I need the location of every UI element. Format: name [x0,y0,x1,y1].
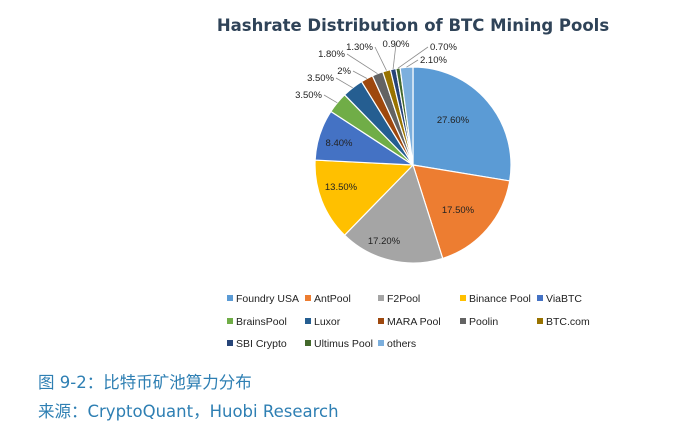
legend-label: Luxor [314,316,341,328]
slice-label-foundry-usa: 27.60% [437,115,470,126]
pie-slice-antpool [412,164,511,260]
legend-swatch [227,295,233,301]
slice-label-ultimus-pool: 0.70% [430,42,457,53]
slice-label-luxor: 3.50% [307,73,334,84]
pie-slice-binance-pool [314,159,415,237]
legend-item-ultimus-pool: Ultimus Pool [305,338,373,350]
legend-item-f2pool: F2Pool [378,293,420,305]
legend-item-others: others [378,338,416,350]
legend-item-sbi-crypto: SBI Crypto [227,338,287,350]
leader-line-btc-com [374,46,387,71]
leader-line-sbi-crypto [392,43,397,70]
legend-label: ViaBTC [546,293,582,305]
legend-label: Ultimus Pool [314,338,373,350]
slice-label-brainspool: 3.50% [295,90,322,101]
legend: Foundry USA AntPool F2Pool Binance Pool ViaB… [227,293,590,350]
legend-swatch [305,295,311,301]
leader-line-poolin [346,53,378,75]
legend-label: Binance Pool [469,293,531,305]
legend-swatch [227,318,233,324]
legend-label: others [387,338,416,350]
leader-line-luxor [335,77,353,89]
legend-item-luxor: Luxor [305,316,341,328]
legend-swatch [460,295,466,301]
slice-label-viabtc: 8.40% [326,138,353,149]
legend-swatch [537,295,543,301]
legend-item-brainspool: BrainsPool [227,316,287,328]
legend-label: MARA Pool [387,316,441,328]
leader-line-ultimus-pool [397,46,429,69]
pie-slices [314,66,512,264]
pie-chart: Hashrate Distribution of BTC Mining Pool… [217,16,610,350]
leader-line-mara-pool [352,70,368,79]
legend-item-binance-pool: Binance Pool [460,293,531,305]
legend-swatch [305,318,311,324]
legend-swatch [460,318,466,324]
legend-swatch [378,295,384,301]
pie-slice-foundry-usa [412,66,512,182]
slice-label-btc-com: 1.30% [346,42,373,53]
legend-swatch [378,318,384,324]
pie-slice-f2pool [343,163,444,264]
legend-item-foundry-usa: Foundry USA [227,293,299,305]
slice-label-poolin: 1.80% [318,49,345,60]
legend-label: BTC.com [546,316,590,328]
legend-swatch [537,318,543,324]
legend-label: Poolin [469,316,498,328]
slice-label-f2pool: 17.20% [368,236,401,247]
legend-label: BrainsPool [236,316,287,328]
legend-swatch [227,340,233,346]
legend-item-mara-pool: MARA Pool [378,316,441,328]
chart-title: Hashrate Distribution of BTC Mining Pool… [217,16,610,35]
legend-label: F2Pool [387,293,420,305]
leader-line-others [406,59,419,68]
legend-item-poolin: Poolin [460,316,498,328]
legend-item-btc-com: BTC.com [537,316,590,328]
slice-label-mara-pool: 2% [337,66,351,77]
legend-label: Foundry USA [236,293,299,305]
slice-labels: 27.60%17.50%17.20%13.50%8.40%3.50%3.50%2… [295,39,475,247]
legend-item-antpool: AntPool [305,293,351,305]
figure-source: 来源：CryptoQuant，Huobi Research [38,402,339,421]
legend-item-viabtc: ViaBTC [537,293,582,305]
leader-line-brainspool [323,94,338,104]
leader-lines [323,43,429,104]
legend-swatch [378,340,384,346]
slice-label-binance-pool: 13.50% [325,182,358,193]
legend-label: SBI Crypto [236,338,287,350]
slice-label-sbi-crypto: 0.90% [383,39,410,50]
figure-caption: 图 9-2：比特币矿池算力分布 [38,373,252,392]
slice-label-antpool: 17.50% [442,205,475,216]
slice-label-others: 2.10% [420,55,447,66]
legend-swatch [305,340,311,346]
legend-label: AntPool [314,293,351,305]
